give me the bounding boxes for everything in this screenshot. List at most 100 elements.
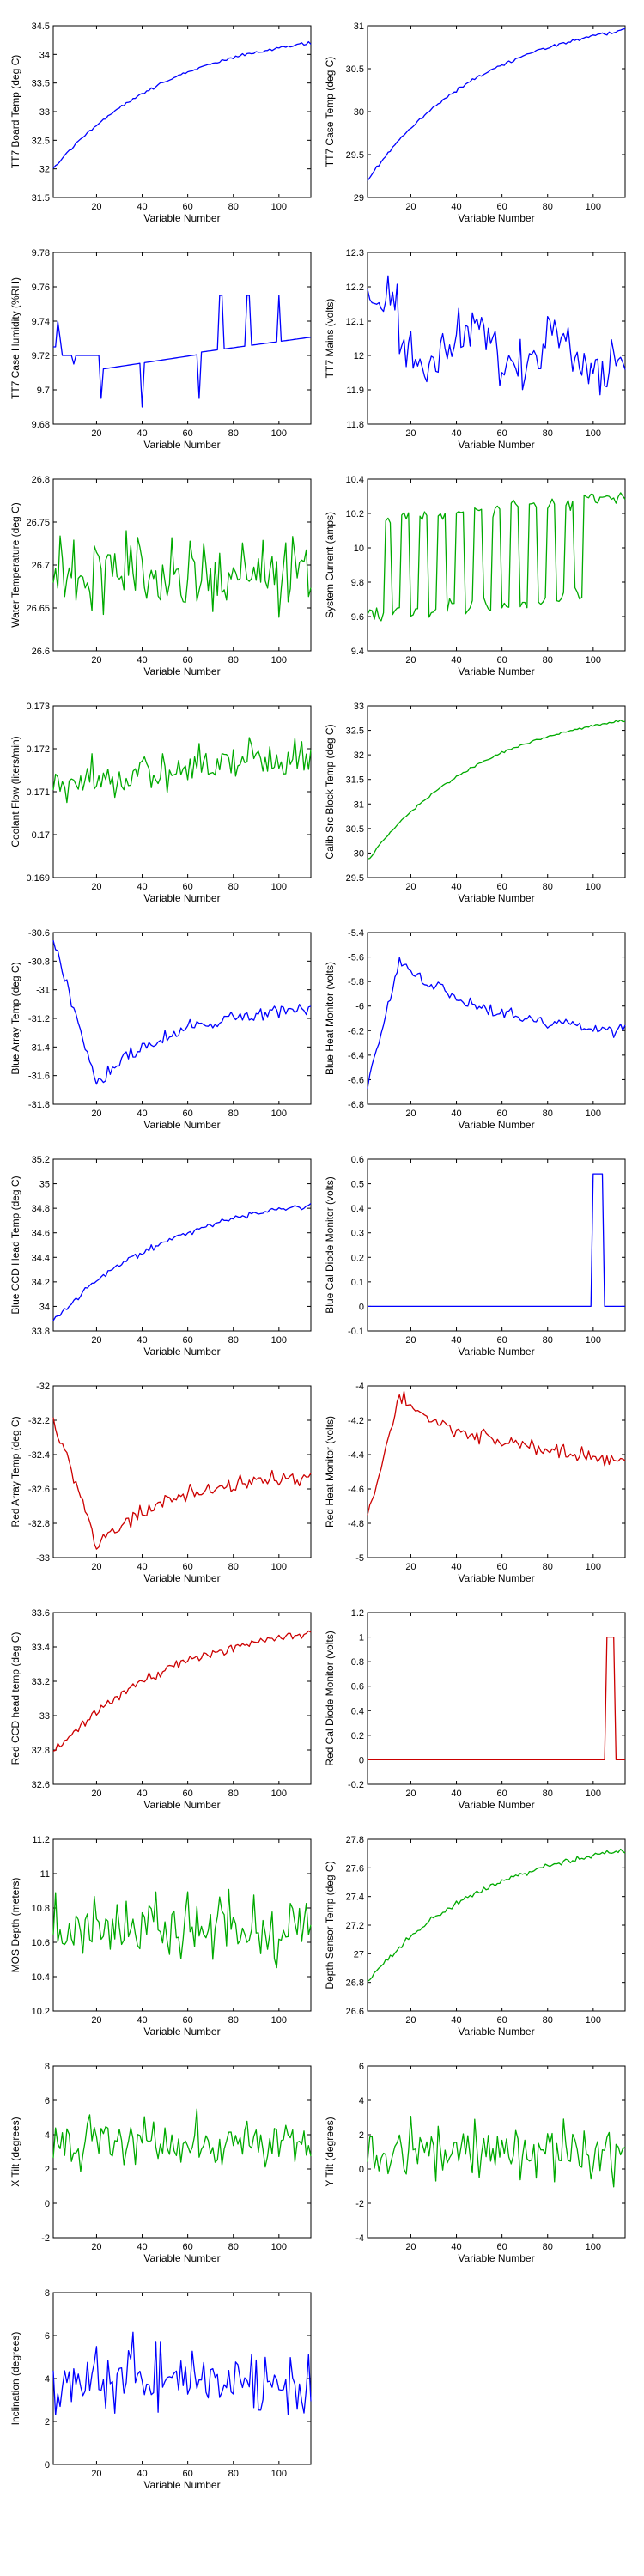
y-tick-label: 26.65 [26, 604, 50, 614]
chart-4: 20 40 60 80 100 11.8 11.9 12 12.1 12.2 12.3 Variabl… [324, 248, 626, 451]
x-tick-label: 100 [586, 882, 601, 892]
x-tick-label: 60 [183, 1335, 193, 1346]
y-tick-label: 0.4 [351, 1204, 364, 1214]
x-tick-label: 60 [183, 202, 193, 212]
y-tick-label: 10.4 [346, 475, 364, 485]
plot-frame [52, 478, 312, 652]
y-tick-label: 34 [39, 1302, 50, 1312]
y-axis-label: Red Cal Diode Monitor (volts) [324, 1631, 336, 1765]
x-tick-label: 20 [405, 1789, 416, 1799]
plot-frame [367, 1612, 626, 1785]
y-tick-label: 26.75 [26, 518, 50, 528]
x-axis-label: Variable Number [458, 1799, 534, 1811]
plot-frame [52, 252, 312, 425]
x-tick-label: 80 [228, 2015, 239, 2026]
plot-frame [52, 705, 312, 878]
plot-frame [52, 25, 312, 198]
y-tick-label: 12.2 [346, 283, 364, 293]
y-tick-label: -6.4 [348, 1051, 364, 1061]
x-tick-label: 100 [586, 2015, 601, 2026]
chart-8: 20 40 60 80 100 29.5 30 30.5 31 31.5 32 32.5 33 Varia… [324, 702, 626, 904]
series-line [52, 1888, 312, 1969]
y-tick-label: 0.17 [32, 830, 50, 841]
x-tick-label: 100 [586, 202, 601, 212]
x-tick-label: 80 [543, 655, 553, 665]
y-tick-label: 9.76 [32, 283, 50, 293]
series-line [52, 1417, 312, 1550]
chart-18: 20 40 60 80 100 26.6 26.8 27 27.2 27.4 27.6 27.8 Var… [324, 1835, 626, 2038]
chart-13: 20 40 60 80 100 -33 -32.8 -32.6 -32.4 -32.2 -32 Var… [9, 1382, 312, 1584]
x-tick-label: 100 [586, 1562, 601, 1572]
y-tick-label: 33.2 [32, 1677, 50, 1687]
x-tick-label: 40 [451, 1335, 461, 1346]
y-axis-label: Blue Cal Diode Monitor (volts) [324, 1176, 336, 1313]
series-line [52, 40, 312, 169]
x-tick-label: 40 [451, 1562, 461, 1572]
x-tick-label: 20 [91, 2242, 101, 2252]
x-axis-label: Variable Number [143, 2026, 220, 2038]
x-tick-label: 20 [91, 1335, 101, 1346]
chart-15: 20 40 60 80 100 32.6 32.8 33 33.2 33.4 33.6 Variabl… [9, 1608, 312, 1811]
y-tick-label: 32 [354, 750, 364, 761]
x-tick-label: 60 [183, 882, 193, 892]
y-tick-label: 12.1 [346, 317, 364, 327]
y-tick-label: 0 [359, 1302, 364, 1312]
chart-1: 20 40 60 80 100 31.5 32 32.5 33 33.5 34 34.5 Variabl… [9, 21, 312, 224]
x-tick-label: 40 [451, 882, 461, 892]
y-tick-label: -31.6 [28, 1072, 50, 1082]
y-tick-label: 2 [45, 2165, 50, 2175]
x-tick-label: 80 [228, 882, 239, 892]
y-tick-label: 1.2 [351, 1608, 364, 1619]
chart-14: 20 40 60 80 100 -5 -4.8 -4.6 -4.4 -4.2 -4 Variable … [324, 1382, 626, 1584]
x-tick-label: 60 [497, 1335, 507, 1346]
x-tick-label: 60 [183, 2242, 193, 2252]
x-axis-label: Variable Number [458, 439, 534, 451]
y-tick-label: 32 [39, 165, 50, 175]
y-tick-label: 11 [40, 1869, 50, 1880]
series-line [367, 2116, 626, 2188]
x-axis-label: Variable Number [143, 1799, 220, 1811]
x-tick-label: 60 [497, 1109, 507, 1119]
x-tick-label: 100 [271, 202, 287, 212]
y-tick-label: 27.8 [346, 1835, 364, 1845]
y-axis-label: Inclination (degrees) [9, 2332, 21, 2426]
chart-20: 20 40 60 80 100 -4 -2 0 2 4 6 Variable Number Y Tilt… [324, 2062, 626, 2264]
y-tick-label: -32.8 [28, 1519, 50, 1529]
x-tick-label: 100 [586, 655, 601, 665]
y-tick-label: 35 [39, 1180, 50, 1190]
x-tick-label: 80 [543, 2015, 553, 2026]
y-tick-label: -5.4 [348, 928, 364, 939]
x-tick-label: 20 [405, 1109, 416, 1119]
y-tick-label: 9.4 [351, 647, 364, 657]
y-tick-label: -32.4 [28, 1450, 50, 1461]
y-tick-label: -31.8 [28, 1100, 50, 1110]
x-tick-label: 60 [497, 2015, 507, 2026]
x-tick-label: 60 [497, 428, 507, 439]
x-tick-label: 60 [183, 1789, 193, 1799]
x-tick-label: 20 [91, 2469, 101, 2479]
y-tick-label: -4 [355, 2233, 364, 2244]
series-line [52, 1630, 312, 1752]
x-tick-label: 40 [451, 2242, 461, 2252]
y-tick-label: -2 [41, 2233, 50, 2244]
y-tick-label: 26.6 [346, 2007, 364, 2017]
plot-frame [367, 1158, 626, 1332]
x-tick-label: 100 [271, 428, 287, 439]
y-tick-label: 27.2 [346, 1921, 364, 1931]
y-tick-label: 26.8 [346, 1978, 364, 1989]
y-tick-label: -4.6 [348, 1485, 364, 1495]
series-line [367, 275, 626, 396]
y-tick-label: -4.2 [348, 1416, 364, 1426]
y-tick-label: -31.2 [28, 1014, 50, 1024]
y-tick-label: 27 [354, 1949, 364, 1959]
x-tick-label: 80 [228, 2242, 239, 2252]
y-axis-label: Red CCD head temp (deg C) [9, 1632, 21, 1765]
x-tick-label: 20 [91, 2015, 101, 2026]
x-tick-label: 100 [271, 2015, 287, 2026]
x-axis-label: Variable Number [143, 2252, 220, 2264]
y-tick-label: 0.173 [26, 702, 50, 712]
chart-17: 20 40 60 80 100 10.2 10.4 10.6 10.8 11 11.2 Variabl… [9, 1835, 312, 2038]
x-axis-label: Variable Number [143, 212, 220, 224]
y-axis-label: System Current (amps) [324, 512, 336, 618]
y-axis-label: Red Array Temp (deg C) [9, 1416, 21, 1527]
